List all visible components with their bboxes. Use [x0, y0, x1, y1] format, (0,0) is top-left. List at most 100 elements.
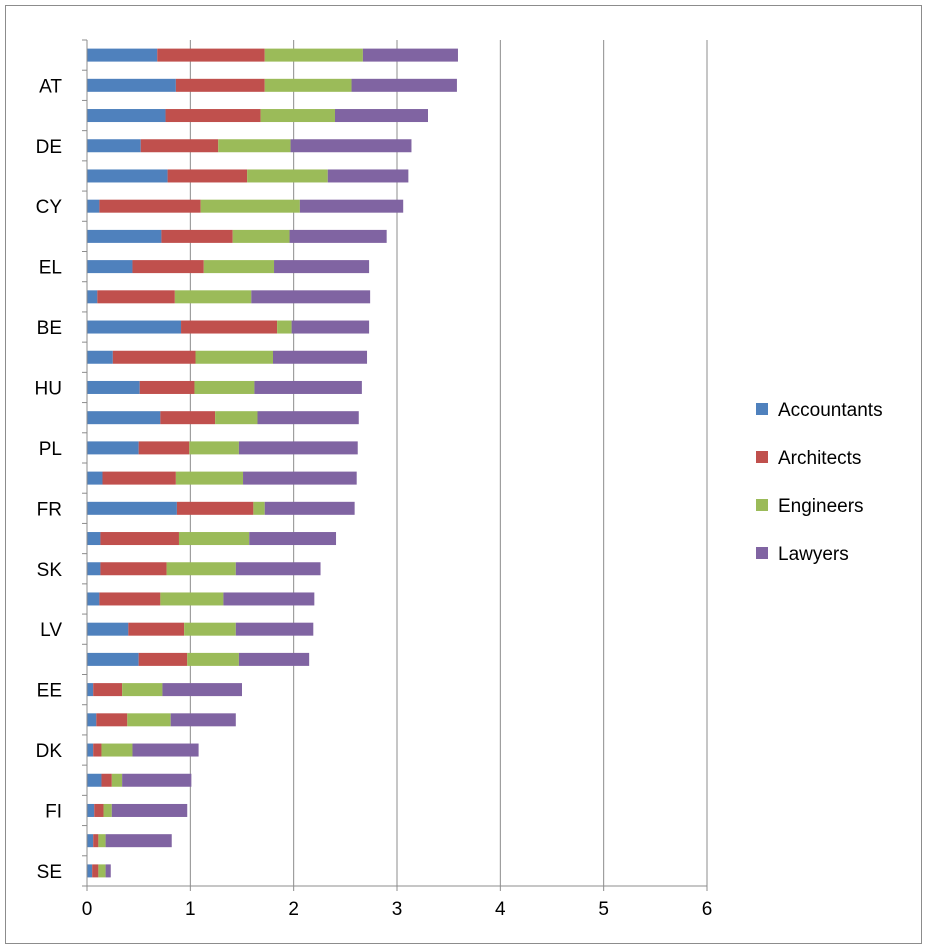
y-tick-label: FR — [37, 499, 62, 520]
bar-architects-0 — [157, 48, 265, 62]
bar-accountants-11 — [87, 380, 140, 394]
bar-architects-14 — [102, 471, 176, 485]
y-tick-label: DE — [36, 137, 62, 158]
bar-engineers-18 — [160, 592, 224, 606]
bar-architects-7 — [132, 260, 204, 274]
bar-lawyers-16 — [249, 532, 337, 546]
bar-lawyers-20 — [238, 652, 310, 666]
x-tick-labels: 0 1 2 3 4 5 6 — [82, 899, 713, 920]
bar-engineers-22 — [127, 713, 171, 727]
bar-engineers-4 — [247, 169, 328, 183]
bar-accountants-25 — [87, 803, 95, 817]
bar-lawyers-0 — [362, 48, 458, 62]
bar-architects-5 — [99, 199, 201, 213]
bar-architects-1 — [175, 78, 265, 92]
bar-lawyers-24 — [122, 773, 192, 787]
bar-lawyers-5 — [299, 199, 404, 213]
gridlines — [189, 40, 708, 886]
legend: Accountants Architects Engineers Lawyers — [756, 400, 883, 565]
bar-architects-18 — [99, 592, 161, 606]
bar-architects-20 — [138, 652, 188, 666]
bar-accountants-12 — [87, 411, 161, 425]
bar-engineers-25 — [103, 803, 112, 817]
bar-lawyers-19 — [235, 622, 314, 636]
legend-swatch-engineers — [756, 499, 768, 511]
bar-engineers-11 — [194, 380, 255, 394]
y-tick-label: EE — [37, 681, 62, 702]
bar-lawyers-23 — [132, 743, 199, 757]
bar-accountants-9 — [87, 320, 182, 334]
bar-engineers-24 — [111, 773, 123, 787]
bar-accountants-17 — [87, 562, 101, 576]
bar-architects-3 — [140, 139, 219, 153]
bars — [87, 48, 458, 878]
bar-lawyers-7 — [274, 260, 370, 274]
legend-label-engineers: Engineers — [778, 496, 864, 517]
legend-label-accountants: Accountants — [778, 400, 883, 421]
bar-lawyers-9 — [291, 320, 370, 334]
legend-label-architects: Architects — [778, 448, 861, 469]
bar-engineers-7 — [203, 260, 275, 274]
bar-architects-15 — [176, 501, 254, 515]
bar-accountants-6 — [87, 229, 162, 243]
legend-swatch-architects — [756, 451, 768, 463]
bar-lawyers-22 — [170, 713, 236, 727]
bar-architects-17 — [100, 562, 167, 576]
x-tick-label: 5 — [598, 899, 609, 920]
bar-accountants-1 — [87, 78, 176, 92]
bar-accountants-3 — [87, 139, 141, 153]
bar-accountants-27 — [87, 864, 93, 878]
bar-engineers-26 — [98, 834, 106, 848]
bar-architects-23 — [93, 743, 102, 757]
bar-engineers-9 — [277, 320, 292, 334]
bar-architects-25 — [94, 803, 104, 817]
bar-lawyers-1 — [351, 78, 457, 92]
bar-architects-26 — [93, 834, 99, 848]
bar-lawyers-3 — [290, 139, 412, 153]
y-tick-label: LV — [40, 620, 62, 641]
bar-lawyers-21 — [162, 683, 242, 697]
bar-architects-8 — [97, 290, 175, 304]
bar-engineers-15 — [253, 501, 265, 515]
bar-engineers-17 — [166, 562, 236, 576]
y-tick-label: DK — [36, 741, 63, 762]
y-tick-label: CY — [36, 197, 63, 218]
bar-engineers-13 — [189, 441, 239, 455]
bar-lawyers-18 — [223, 592, 315, 606]
bar-engineers-2 — [260, 109, 335, 123]
bar-accountants-2 — [87, 109, 166, 123]
bar-architects-13 — [138, 441, 190, 455]
bar-engineers-20 — [187, 652, 239, 666]
bar-lawyers-6 — [289, 229, 387, 243]
bar-accountants-15 — [87, 501, 177, 515]
bar-engineers-5 — [200, 199, 300, 213]
bar-accountants-19 — [87, 622, 129, 636]
bar-lawyers-4 — [327, 169, 409, 183]
legend-label-lawyers: Lawyers — [778, 544, 849, 565]
bar-accountants-18 — [87, 592, 100, 606]
bar-lawyers-11 — [254, 380, 362, 394]
bar-accountants-13 — [87, 441, 139, 455]
bar-accountants-8 — [87, 290, 98, 304]
bar-architects-22 — [96, 713, 128, 727]
bar-architects-27 — [92, 864, 99, 878]
bar-engineers-6 — [232, 229, 290, 243]
bar-architects-24 — [101, 773, 112, 787]
bar-engineers-12 — [215, 411, 258, 425]
y-tick-labels: AT DE CY EL BE HU PL FR SK LV EE DK FI SE — [35, 76, 63, 883]
y-tick-label: EL — [39, 258, 62, 279]
bar-lawyers-15 — [264, 501, 355, 515]
y-tick-label: HU — [35, 378, 62, 399]
bar-accountants-22 — [87, 713, 97, 727]
y-tick-label: BE — [37, 318, 62, 339]
bar-lawyers-8 — [251, 290, 371, 304]
bar-engineers-1 — [264, 78, 352, 92]
y-tick-label: SE — [37, 862, 62, 883]
bar-accountants-21 — [87, 683, 94, 697]
bar-engineers-16 — [178, 532, 250, 546]
bar-engineers-23 — [101, 743, 133, 757]
bar-lawyers-26 — [105, 834, 172, 848]
x-tick-label: 4 — [495, 899, 506, 920]
bar-engineers-10 — [195, 350, 273, 364]
bar-lawyers-14 — [243, 471, 357, 485]
